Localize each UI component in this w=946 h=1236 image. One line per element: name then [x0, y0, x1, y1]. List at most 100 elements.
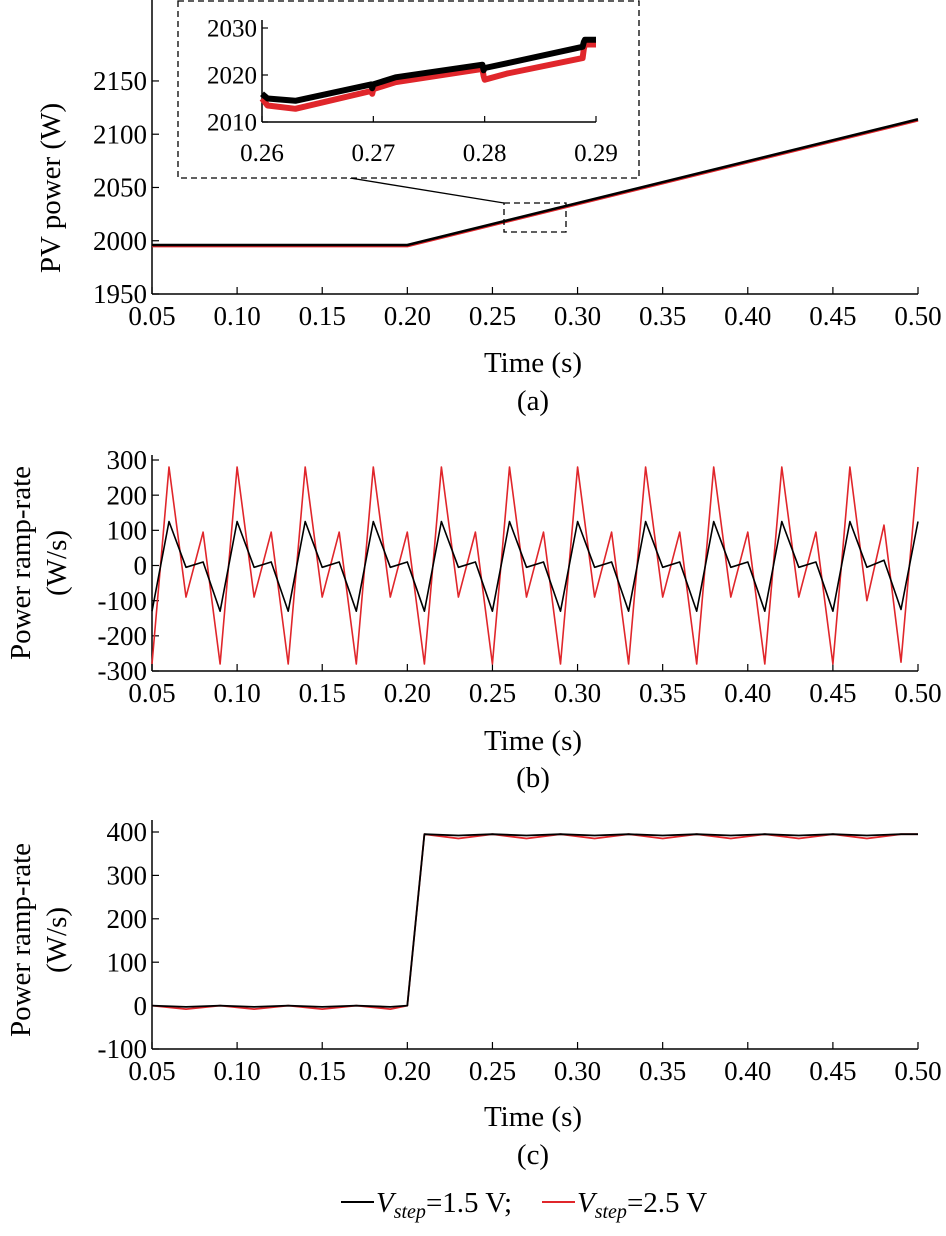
panel-a-x-ticks: 0.05 0.10 0.15 0.20 0.25 0.30 0.35 0.40 0.45 0.50: [128, 287, 942, 331]
panel-a-inset: 2010 2020 2030 0.26 0.27 0.28 0.29: [207, 16, 618, 168]
panel-c-series-red-line: [151, 833, 918, 1010]
panel-c-x-tick-label: 0.15: [299, 1056, 346, 1086]
panel-a-x-tick-label: 0.45: [809, 301, 856, 331]
legend-red-suffix: =2.5 V: [627, 1187, 707, 1219]
panel-a-y-tick-label: 2050: [93, 173, 147, 203]
panel-a-x-tick-label: 0.10: [213, 301, 260, 331]
inset-y-tick-label: 2010: [207, 110, 257, 137]
inset-y-ticks: 2010 2020 2030: [207, 16, 268, 137]
panel-b-x-tick-label: 0.40: [724, 678, 771, 708]
legend-black-prefix: V: [376, 1187, 397, 1219]
panel-a-pv-power: 1950 2000 2050 2100 2150 0.05 0.10 0.15 0.20 0.2…: [35, 0, 942, 417]
panel-c-x-tick-label: 0.20: [384, 1056, 431, 1086]
panel-b-y-label-line-2: (W/s): [41, 530, 73, 596]
panel-c-x-tick-label: 0.45: [809, 1056, 856, 1086]
panel-c-series-black-line: [151, 833, 918, 1008]
inset-y-tick-label: 2030: [207, 16, 257, 43]
panel-a-x-tick-label: 0.20: [384, 301, 431, 331]
inset-x-tick-label: 0.29: [574, 140, 618, 167]
panel-c-y-label-line-1: Power ramp-rate: [5, 843, 37, 1037]
panel-c-x-label: Time (s): [484, 1101, 582, 1133]
panel-a-x-tick-label: 0.25: [469, 301, 516, 331]
panel-b-y-tick-label: 100: [107, 516, 148, 546]
panel-c-x-tick-label: 0.30: [554, 1056, 601, 1086]
panel-b-x-tick-label: 0.35: [639, 678, 686, 708]
panel-c-y-label: Power ramp-rate (W/s): [5, 843, 73, 1037]
panel-a-series-black-line: [152, 118, 919, 247]
panel-c-x-tick-label: 0.05: [128, 1056, 175, 1086]
panel-a-caption: (a): [517, 385, 549, 417]
inset-x-tick-label: 0.27: [351, 140, 395, 167]
panel-a-series: [152, 118, 919, 248]
panel-a-y-ticks: 1950 2000 2050 2100 2150: [93, 66, 159, 309]
panel-a-zoom-connector: [349, 177, 505, 204]
inset-series: [259, 36, 596, 112]
panel-a-inset-frame: [177, 0, 640, 179]
panel-a-zoom-box: [503, 202, 567, 233]
panel-b-y-tick-label: -100: [98, 586, 148, 616]
legend-black-sub: step: [394, 1201, 426, 1223]
inset-x-tick-label: 0.26: [240, 140, 284, 167]
panel-b-x-tick-label: 0.25: [469, 678, 516, 708]
panel-b-y-tick-label: 0: [134, 551, 148, 581]
panel-b-x-tick-label: 0.45: [809, 678, 856, 708]
panel-b-x-tick-label: 0.15: [299, 678, 346, 708]
panel-a-x-tick-label: 0.35: [639, 301, 686, 331]
panel-b-x-label: Time (s): [484, 725, 582, 757]
panel-c-x-tick-label: 0.40: [724, 1056, 771, 1086]
panel-a-y-tick-label: 2100: [93, 119, 147, 149]
panel-a-x-tick-label: 0.15: [299, 301, 346, 331]
inset-x-ticks: 0.26 0.27 0.28 0.29: [240, 116, 618, 167]
panel-b-caption: (b): [516, 762, 550, 794]
legend-item-red: Vstep=2.5 V: [577, 1187, 707, 1223]
panel-b-y-label: Power ramp-rate (W/s): [5, 466, 73, 660]
panel-a-y-tick-label: 2000: [93, 226, 147, 256]
panel-a-x-label: Time (s): [484, 347, 582, 379]
panel-b-x-tick-label: 0.10: [213, 678, 260, 708]
panel-c-y-tick-label: -100: [98, 1034, 148, 1064]
legend-black-suffix: =1.5 V;: [426, 1187, 512, 1219]
legend-item-black: Vstep=1.5 V;: [376, 1187, 512, 1223]
panel-b-x-tick-label: 0.30: [554, 678, 601, 708]
panel-b-x-tick-label: 0.50: [894, 678, 941, 708]
panel-b-series: [151, 466, 919, 665]
inset-y-tick-label: 2020: [207, 63, 257, 90]
panel-a-x-tick-label: 0.40: [724, 301, 771, 331]
panel-c-x-tick-label: 0.50: [894, 1056, 941, 1086]
legend-red-sub: step: [595, 1201, 627, 1223]
panel-a-y-tick-label: 2150: [93, 66, 147, 96]
panel-c-y-tick-label: 400: [107, 817, 148, 847]
legend-red-prefix: V: [577, 1187, 598, 1219]
panel-a-x-tick-label: 0.30: [554, 301, 601, 331]
panel-b-x-ticks: 0.05 0.10 0.15 0.20 0.25 0.30 0.35 0.40 0.45 0.50: [128, 664, 942, 708]
panel-c-x-ticks: 0.05 0.10 0.15 0.20 0.25 0.30 0.35 0.40 0.45 0.50: [128, 1042, 942, 1086]
panel-b-y-label-line-1: Power ramp-rate: [5, 466, 37, 660]
panel-b-y-tick-label: 200: [107, 480, 148, 510]
panel-b-series-black-line: [151, 520, 919, 613]
panel-b-y-tick-label: 300: [107, 445, 148, 475]
panel-b-y-tick-label: -300: [98, 656, 148, 686]
panel-c-y-tick-label: 0: [134, 991, 148, 1021]
panel-b-y-tick-label: -200: [98, 621, 148, 651]
panel-c-y-tick-label: 100: [107, 947, 148, 977]
panel-a-x-tick-label: 0.05: [128, 301, 175, 331]
panel-b-x-tick-label: 0.20: [384, 678, 431, 708]
inset-x-tick-label: 0.28: [463, 140, 507, 167]
panel-c-caption: (c): [517, 1139, 549, 1171]
panel-b-x-tick-label: 0.05: [128, 678, 175, 708]
panel-c-y-tick-label: 200: [107, 904, 148, 934]
panel-a-y-label: PV power (W): [35, 103, 67, 273]
panel-b-y-ticks: -300 -200 -100 0 100 200 300: [98, 445, 159, 686]
panel-c-x-tick-label: 0.25: [469, 1056, 516, 1086]
inset-series-black-line: [260, 36, 596, 104]
panel-c-series: [151, 833, 918, 1010]
panel-c-y-ticks: -100 0 100 200 300 400: [98, 817, 159, 1064]
panel-c-y-label-line-2: (W/s): [41, 907, 73, 973]
panel-a-x-tick-label: 0.50: [894, 301, 941, 331]
panel-c-x-tick-label: 0.10: [213, 1056, 260, 1086]
legend: Vstep=1.5 V; Vstep=2.5 V: [341, 1187, 707, 1223]
panel-c-x-tick-label: 0.35: [639, 1056, 686, 1086]
